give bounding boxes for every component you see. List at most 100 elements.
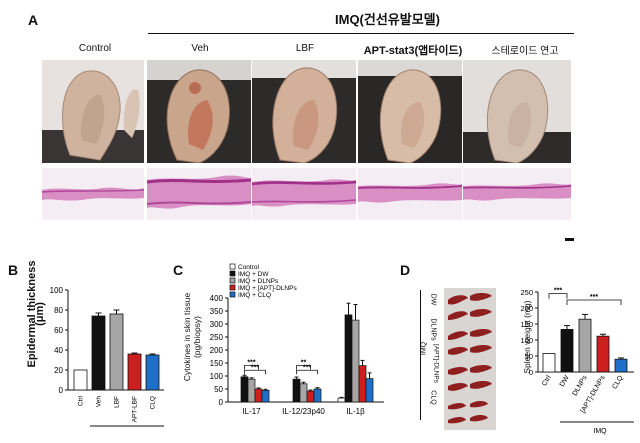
chart-b-bar [127, 353, 142, 391]
chart-c-bar [292, 378, 301, 403]
chart-c-legend-swatch [229, 291, 236, 298]
chart-b-xtick-label: APT-LBF [132, 396, 139, 422]
chart-c: 0 50 100 150 200 250 300 350 400 IL-17 IL-12/23p40… [210, 263, 384, 416]
spleen-row-label-clq: CLQ [429, 390, 437, 405]
panel-c-letter: C [173, 262, 184, 278]
chart-b-xtick-label: LBF [114, 396, 121, 408]
chart-b-bar [73, 369, 88, 391]
chart-c-bar [365, 378, 374, 403]
chart-c-legend-label: IMQ + DW [238, 271, 269, 278]
chart-c-bar [299, 383, 308, 403]
chart-b-xtick-label: Ctrl [78, 395, 85, 406]
panel-d-side-label: IMQ [420, 341, 428, 356]
ear-photo-apt-stat3 [358, 60, 462, 163]
chart-c-sig-label: *** [251, 364, 259, 371]
chart-b-bar [109, 313, 124, 391]
chart-c-ytick-label: 0 [219, 398, 224, 407]
chart-c-bar [261, 389, 270, 403]
chart-b-ytick-label: 100 [50, 286, 64, 295]
chart-b-ytick-label: 60 [54, 326, 63, 335]
chart-d-xtick-label: Ctrl [541, 374, 553, 387]
label-apt-stat3: APT-stat3(앱타이드) [363, 45, 463, 57]
chart-c-ytick-label: 300 [210, 320, 224, 329]
chart-c-sig-bracket [244, 369, 266, 375]
chart-c-ytick-label: 150 [210, 359, 224, 368]
chart-c-sig-bracket [244, 365, 259, 370]
chart-c-bar [254, 388, 263, 403]
chart-c-legend-label: IMQ + [APT]-DLNPs [238, 285, 297, 292]
label-veh: Veh [191, 43, 209, 54]
chart-d-sig-label: *** [554, 288, 562, 295]
ear-photo-lbf [252, 60, 356, 163]
chart-c-ytick-label: 250 [210, 333, 224, 342]
ear-photo-veh [147, 60, 251, 163]
chart-c-xtick-label: IL-17 [242, 407, 261, 416]
chart-c-bar [247, 378, 256, 403]
chart-c-ytick-label: 400 [210, 294, 224, 303]
histology-veh [147, 168, 251, 220]
chart-b-xtick-label: Veh [96, 396, 103, 408]
histology-apt-stat3 [358, 168, 462, 220]
chart-c-bar [240, 376, 249, 403]
label-steroid: 스테로이드 연고 [491, 46, 559, 57]
label-lbf: LBF [295, 43, 315, 54]
imq-group-line [148, 33, 574, 34]
chart-d-sig-label: *** [590, 294, 598, 301]
chart-b-ytick-label: 40 [54, 346, 63, 355]
chart-c-bar [313, 388, 322, 403]
label-control: Control [78, 43, 112, 54]
chart-c-legend-label: IMQ + CLQ [238, 292, 271, 299]
chart-d-bar [614, 358, 628, 373]
chart-d-bar [596, 335, 610, 373]
histology-steroid [463, 168, 571, 220]
panel-a-letter: A [28, 12, 39, 28]
chart-d-xtick-label: DW [559, 374, 571, 388]
chart-c-ytick-label: 200 [210, 346, 224, 355]
chart-d-ytick-label: 100 [520, 336, 533, 345]
chart-d-sig-bracket [566, 299, 622, 305]
chart-d-xtick-label: DLNPs [572, 374, 589, 397]
chart-b-bar [145, 354, 160, 391]
chart-c-legend-swatch [229, 277, 236, 284]
chart-d-bar [560, 329, 574, 373]
chart-d-sig-bracket [548, 293, 568, 299]
chart-c-sig-bracket [296, 369, 318, 375]
chart-c-xtick-label: IL-12/23p40 [282, 407, 325, 416]
chart-c-legend-swatch [229, 270, 236, 277]
chart-b-ytick-label: 0 [59, 386, 64, 395]
chart-c-bar [306, 390, 315, 403]
chart-d-ytick-label: 200 [520, 304, 533, 313]
chart-d-bar [542, 353, 556, 373]
chart-c-ytick-label: 100 [210, 372, 224, 381]
chart-c-sig-label: ** [301, 360, 307, 367]
chart-c-xtick-label: IL-1β [346, 407, 365, 416]
chart-d-ytick-label: 250 [520, 288, 533, 297]
imq-group-title: IMQ(건선유발모델) [335, 12, 440, 27]
chart-d-imq-label: IMQ [593, 428, 607, 435]
chart-c-legend-label: Control [238, 264, 260, 271]
panel-d-bracket [420, 290, 421, 420]
chart-c-bar [337, 397, 346, 403]
chart-b-ytick-label: 80 [54, 306, 63, 315]
chart-d-ytick-label: 0 [529, 368, 533, 377]
chart-c-legend-label: IMQ + DLNPs [238, 278, 279, 285]
scale-bar [565, 238, 574, 241]
chart-c-legend-swatch [229, 263, 236, 270]
histology-control [42, 168, 144, 220]
ear-photo-steroid [463, 60, 571, 163]
chart-b-xtick-label: CLQ [150, 396, 157, 409]
panel-c-ylabel: Cytokines in skin tissue [182, 292, 192, 382]
chart-c-ytick-label: 50 [214, 385, 223, 394]
ear-photo-control [42, 60, 144, 163]
chart-c-bar [358, 365, 367, 403]
chart-c-sig-label: *** [247, 360, 255, 367]
chart-b-ytick-label: 20 [54, 366, 63, 375]
panel-b-letter: B [8, 262, 19, 278]
spleen-photo [444, 288, 496, 430]
chart-d-bar [578, 318, 592, 373]
chart-d-ytick-label: 50 [525, 352, 533, 361]
chart-c-sig-bracket [296, 365, 311, 370]
histology-lbf [252, 168, 356, 220]
chart-d-xtick-label: CLQ [611, 374, 625, 390]
